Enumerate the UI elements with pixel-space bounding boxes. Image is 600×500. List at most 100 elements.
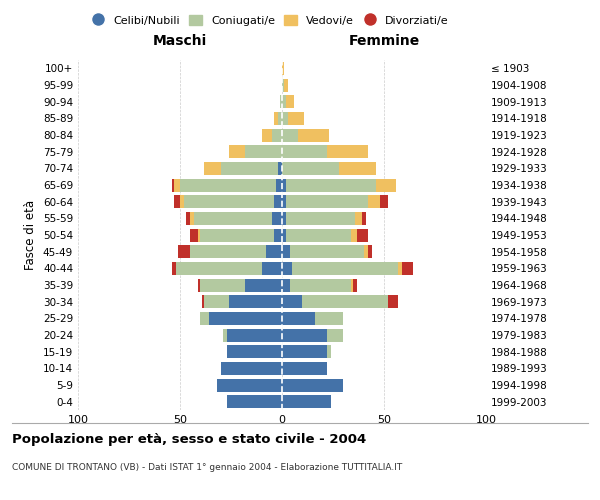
Bar bbox=[200, 312, 209, 325]
Bar bbox=[221, 362, 282, 375]
Bar bbox=[229, 295, 282, 308]
Bar bbox=[245, 145, 282, 158]
Bar bbox=[282, 212, 286, 225]
Bar bbox=[388, 295, 398, 308]
Bar bbox=[282, 295, 302, 308]
Bar bbox=[282, 328, 327, 342]
Bar bbox=[302, 295, 388, 308]
Bar bbox=[184, 195, 274, 208]
Bar bbox=[282, 378, 343, 392]
Bar bbox=[282, 362, 327, 375]
Bar bbox=[199, 278, 200, 291]
Bar bbox=[282, 312, 314, 325]
Bar bbox=[352, 228, 358, 241]
Bar bbox=[217, 378, 282, 392]
Bar bbox=[205, 162, 221, 175]
Bar bbox=[352, 278, 353, 291]
Bar bbox=[355, 212, 362, 225]
Bar bbox=[209, 312, 282, 325]
Bar bbox=[282, 128, 298, 141]
Bar bbox=[200, 278, 245, 291]
Bar bbox=[298, 128, 329, 141]
Bar bbox=[282, 195, 286, 208]
Bar bbox=[403, 262, 413, 275]
Bar bbox=[288, 112, 304, 125]
Bar bbox=[327, 328, 343, 342]
Bar bbox=[282, 262, 292, 275]
Bar bbox=[398, 262, 403, 275]
Bar bbox=[292, 262, 398, 275]
Y-axis label: Fasce di età: Fasce di età bbox=[25, 200, 37, 270]
Bar bbox=[286, 212, 355, 225]
Bar bbox=[280, 95, 282, 108]
Bar bbox=[286, 195, 368, 208]
Bar bbox=[221, 162, 278, 175]
Text: COMUNE DI TRONTANO (VB) - Dati ISTAT 1° gennaio 2004 - Elaborazione TUTTITALIA.I: COMUNE DI TRONTANO (VB) - Dati ISTAT 1° … bbox=[12, 462, 402, 471]
Bar bbox=[172, 178, 174, 192]
Bar bbox=[190, 212, 194, 225]
Bar bbox=[282, 245, 290, 258]
Bar bbox=[272, 128, 282, 141]
Bar bbox=[339, 162, 376, 175]
Bar bbox=[180, 195, 184, 208]
Bar bbox=[172, 262, 176, 275]
Bar bbox=[282, 228, 286, 241]
Bar bbox=[282, 62, 284, 75]
Bar bbox=[178, 245, 190, 258]
Bar bbox=[199, 228, 200, 241]
Text: Popolazione per età, sesso e stato civile - 2004: Popolazione per età, sesso e stato civil… bbox=[12, 432, 366, 446]
Bar bbox=[353, 278, 358, 291]
Bar bbox=[284, 78, 288, 92]
Bar bbox=[376, 178, 396, 192]
Bar bbox=[282, 112, 288, 125]
Text: Femmine: Femmine bbox=[349, 34, 419, 48]
Bar bbox=[202, 295, 205, 308]
Bar bbox=[274, 195, 282, 208]
Bar bbox=[282, 78, 284, 92]
Bar bbox=[245, 278, 282, 291]
Bar bbox=[274, 112, 278, 125]
Bar bbox=[227, 395, 282, 408]
Bar bbox=[368, 195, 380, 208]
Bar bbox=[190, 228, 199, 241]
Bar bbox=[286, 178, 376, 192]
Bar bbox=[262, 128, 272, 141]
Bar bbox=[380, 195, 388, 208]
Bar bbox=[274, 228, 282, 241]
Bar bbox=[174, 178, 180, 192]
Bar bbox=[368, 245, 372, 258]
Bar bbox=[190, 245, 266, 258]
Bar bbox=[282, 345, 327, 358]
Bar bbox=[227, 328, 282, 342]
Bar bbox=[186, 212, 190, 225]
Bar bbox=[282, 395, 331, 408]
Bar bbox=[278, 112, 282, 125]
Bar bbox=[276, 178, 282, 192]
Bar bbox=[266, 245, 282, 258]
Bar bbox=[262, 262, 282, 275]
Bar bbox=[272, 212, 282, 225]
Bar bbox=[200, 228, 274, 241]
Bar bbox=[229, 145, 245, 158]
Bar bbox=[180, 178, 276, 192]
Bar bbox=[364, 245, 368, 258]
Legend: Celibi/Nubili, Coniugati/e, Vedovi/e, Divorziati/e: Celibi/Nubili, Coniugati/e, Vedovi/e, Di… bbox=[87, 10, 453, 30]
Bar bbox=[176, 262, 262, 275]
Bar bbox=[174, 195, 180, 208]
Bar bbox=[362, 212, 365, 225]
Bar bbox=[282, 95, 286, 108]
Bar bbox=[282, 278, 290, 291]
Bar bbox=[278, 162, 282, 175]
Bar bbox=[223, 328, 227, 342]
Text: Maschi: Maschi bbox=[153, 34, 207, 48]
Bar bbox=[327, 145, 368, 158]
Bar bbox=[282, 162, 339, 175]
Bar bbox=[282, 145, 327, 158]
Bar bbox=[282, 178, 286, 192]
Bar bbox=[358, 228, 368, 241]
Bar bbox=[194, 212, 272, 225]
Bar bbox=[286, 95, 294, 108]
Bar bbox=[286, 228, 352, 241]
Bar bbox=[327, 345, 331, 358]
Bar bbox=[290, 245, 364, 258]
